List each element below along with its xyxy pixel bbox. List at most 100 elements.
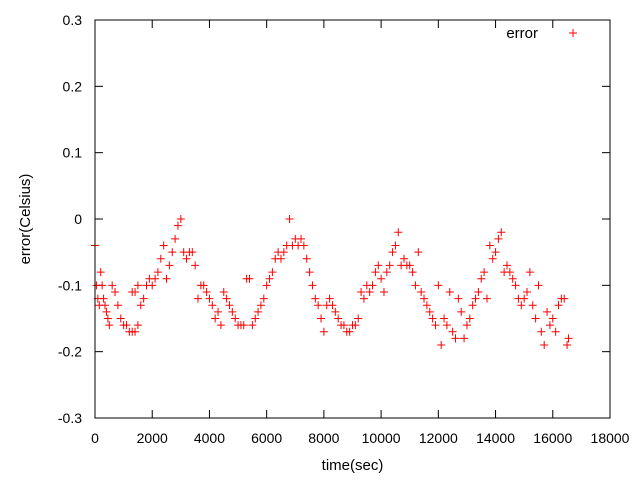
data-point	[219, 287, 228, 296]
y-tick-label: 0	[74, 211, 82, 227]
x-tick-label: 14000	[476, 430, 515, 446]
y-tick-label: -0.2	[58, 344, 82, 360]
data-point	[153, 268, 162, 277]
data-point	[334, 314, 343, 323]
data-point	[564, 334, 573, 343]
legend: error	[506, 25, 577, 42]
data-point	[245, 274, 254, 283]
x-axis-label: time(sec)	[322, 457, 384, 474]
data-point	[205, 294, 214, 303]
data-point	[465, 314, 474, 323]
data-point	[225, 301, 234, 310]
legend-label-error: error	[506, 25, 538, 42]
data-point	[105, 321, 114, 330]
x-axis-ticks: 0 2000 4000 6000 8000 10000 12000 14000 16000 180…	[91, 20, 630, 446]
data-point	[508, 274, 517, 283]
data-point	[488, 254, 497, 263]
data-point	[103, 314, 112, 323]
data-point	[391, 241, 400, 250]
data-point	[319, 327, 328, 336]
data-point	[437, 341, 446, 350]
data-point	[202, 287, 211, 296]
data-point	[96, 268, 105, 277]
data-point	[357, 287, 366, 296]
data-point	[534, 281, 543, 290]
data-point	[208, 301, 217, 310]
data-point	[400, 254, 408, 263]
data-point	[537, 327, 546, 336]
data-point	[131, 287, 140, 296]
data-point	[354, 314, 363, 323]
data-point	[256, 301, 265, 310]
data-point	[299, 241, 308, 250]
data-point	[268, 268, 277, 277]
data-point	[520, 294, 529, 303]
data-point	[248, 321, 257, 330]
data-point	[211, 314, 220, 323]
data-point	[151, 274, 160, 283]
data-point	[491, 248, 500, 257]
data-point	[531, 314, 540, 323]
data-point	[359, 294, 368, 303]
data-point	[139, 294, 148, 303]
data-point	[317, 314, 326, 323]
data-point	[131, 327, 140, 336]
data-point	[133, 321, 142, 330]
data-point	[414, 248, 423, 257]
data-point	[259, 294, 268, 303]
data-point	[176, 215, 185, 223]
x-tick-label: 0	[91, 430, 99, 446]
data-point	[351, 321, 360, 330]
data-point	[216, 321, 225, 330]
data-point	[108, 281, 117, 290]
data-point	[454, 294, 463, 303]
data-point	[365, 287, 374, 296]
data-point	[422, 301, 431, 310]
data-point	[171, 234, 180, 243]
data-point	[460, 334, 469, 343]
x-tick-label: 10000	[362, 430, 401, 446]
data-point	[159, 241, 168, 250]
data-point	[156, 254, 165, 263]
y-tick-label: 0.2	[63, 78, 83, 94]
data-point	[182, 254, 191, 263]
data-point	[168, 248, 177, 257]
data-point	[379, 287, 388, 296]
data-point	[505, 268, 514, 277]
data-point	[102, 307, 111, 316]
data-point	[517, 301, 526, 310]
data-point	[199, 281, 208, 290]
data-point	[411, 281, 420, 290]
data-point	[136, 301, 145, 310]
data-point	[339, 321, 348, 330]
y-axis-label: error(Celsius)	[17, 174, 34, 265]
data-point	[511, 281, 520, 290]
data-point	[276, 254, 285, 263]
data-point	[388, 248, 397, 257]
data-point	[239, 321, 248, 330]
data-point	[420, 294, 429, 303]
data-point	[254, 307, 263, 316]
y-tick-label: -0.1	[58, 277, 82, 293]
data-point	[314, 301, 323, 310]
data-point	[377, 274, 386, 283]
data-point	[523, 287, 532, 296]
data-point	[417, 287, 426, 296]
data-point	[113, 301, 122, 310]
data-point	[434, 281, 443, 290]
data-point	[116, 314, 125, 323]
data-point	[297, 234, 305, 243]
data-point	[279, 248, 288, 257]
data-point	[525, 268, 534, 277]
data-point	[111, 287, 120, 296]
data-point	[325, 294, 334, 303]
data-point	[308, 281, 317, 290]
data-point	[474, 287, 483, 296]
data-point	[194, 294, 202, 303]
data-point	[471, 294, 480, 303]
data-point	[543, 307, 552, 316]
data-point	[480, 268, 489, 277]
data-point	[302, 254, 311, 263]
data-point	[265, 274, 274, 283]
y-tick-label: 0.3	[63, 12, 83, 28]
